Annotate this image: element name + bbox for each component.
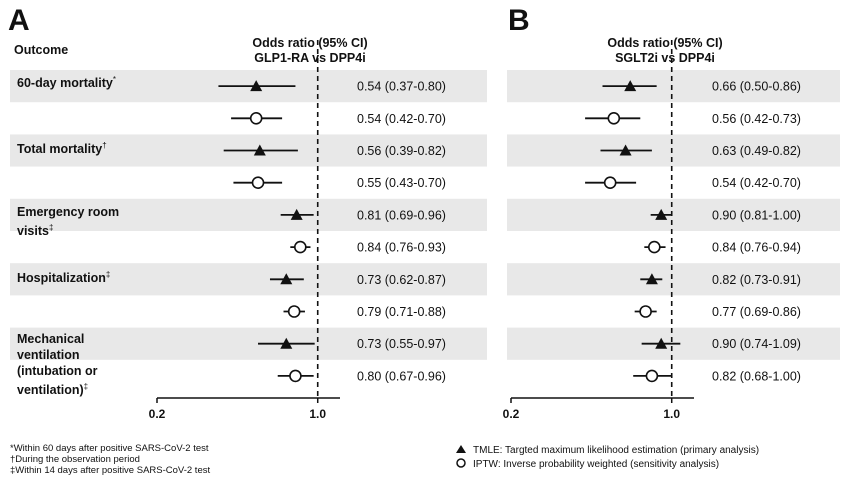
iptw-point: [603, 176, 617, 189]
footnotes: *Within 60 days after positive SARS-CoV-…: [10, 443, 210, 476]
iptw-point: [289, 369, 302, 383]
footnote-mark: *: [112, 75, 116, 84]
panel-a-header-line2: GLP1-RA vs DPP4i: [254, 51, 366, 65]
legend-item-iptw: IPTW: Inverse probability weighted (sens…: [455, 458, 759, 472]
tmle-point: [619, 144, 632, 156]
tmle-point: [655, 337, 668, 349]
row-stripe: [10, 263, 487, 296]
or-value-label: 0.63 (0.49-0.82): [712, 144, 801, 158]
footnote-mark: †: [102, 141, 107, 150]
outcome-emergency-room-visits: Emergency room visits‡: [17, 204, 119, 239]
or-value-label: 0.84 (0.76-0.93): [357, 241, 446, 255]
or-value-label: 0.73 (0.55-0.97): [357, 337, 446, 351]
or-value-label: 0.90 (0.81-1.00): [712, 208, 801, 222]
iptw-point: [287, 305, 301, 318]
outcome-60-day-mortality: 60-day mortality*: [17, 72, 116, 91]
x-tick-label: 0.2: [149, 407, 166, 421]
tmle-point: [624, 80, 637, 92]
tmle-point: [655, 208, 668, 220]
footnote-1: *Within 60 days after positive SARS-CoV-…: [10, 443, 209, 454]
or-value-label: 0.54 (0.42-0.70): [357, 112, 446, 126]
outcome-label: ventilation): [17, 383, 84, 398]
row-stripe: [507, 70, 840, 103]
filled-triangle-icon: [456, 445, 466, 453]
footnote-mark: ‡: [48, 223, 54, 232]
iptw-point: [251, 176, 265, 189]
row-stripe: [507, 198, 840, 231]
legend-text: TMLE: Targted maximum likelihood estimat…: [473, 445, 760, 456]
footnote-mark: ‡: [83, 382, 89, 391]
or-value-label: 0.79 (0.71-0.88): [357, 305, 446, 319]
or-value-label: 0.82 (0.73-0.91): [712, 273, 801, 287]
or-value-label: 0.66 (0.50-0.86): [712, 80, 801, 94]
tmle-point: [253, 144, 266, 156]
iptw-point: [607, 112, 621, 125]
row-stripe: [507, 134, 840, 167]
or-value-label: 0.54 (0.37-0.80): [357, 80, 446, 94]
outcome-label: 60-day mortality: [17, 76, 113, 91]
tmle-point: [280, 273, 293, 285]
or-value-label: 0.81 (0.69-0.96): [357, 208, 446, 222]
x-tick-label: 1.0: [309, 407, 326, 421]
iptw-point: [249, 112, 263, 125]
open-circle-icon: [456, 458, 466, 468]
legend-item-tmle: TMLE: Targted maximum likelihood estimat…: [455, 444, 759, 458]
tmle-point: [290, 208, 303, 220]
x-tick-label: 0.2: [503, 407, 520, 421]
or-value-label: 0.73 (0.62-0.87): [357, 273, 446, 287]
or-value-label: 0.77 (0.69-0.86): [712, 305, 801, 319]
or-value-label: 0.56 (0.42-0.73): [712, 112, 801, 126]
panel-b-header: Odds ratio (95% CI) SGLT2i vs DPP4i: [565, 36, 765, 66]
iptw-point: [639, 305, 652, 318]
outcome-label: Hospitalization: [17, 271, 106, 286]
outcome-header: Outcome: [14, 43, 69, 57]
outcome-label: Mechanical: [17, 332, 85, 346]
footnote-2: †During the observation period: [10, 454, 140, 465]
outcome-label: Total mortality: [17, 142, 103, 157]
outcome-mechanical-ventilation: Mechanical ventilation (intubation or venti…: [17, 331, 98, 398]
or-value-label: 0.55 (0.43-0.70): [357, 176, 446, 190]
panel-a-letter: A: [8, 4, 30, 37]
row-stripe: [10, 327, 487, 360]
iptw-point: [648, 240, 661, 254]
panel-a-header-line1: Odds ratio (95% CI): [252, 36, 368, 50]
or-value-label: 0.90 (0.74-1.09): [712, 337, 801, 351]
tmle-point: [645, 273, 658, 285]
legend-text: IPTW: Inverse probability weighted (sens…: [473, 459, 720, 470]
or-value-label: 0.80 (0.67-0.96): [357, 369, 446, 383]
panel-b-letter: B: [508, 4, 530, 37]
footnote-mark: ‡: [105, 270, 111, 279]
iptw-point: [294, 240, 307, 254]
x-tick-label: 1.0: [663, 407, 680, 421]
legend: TMLE: Targted maximum likelihood estimat…: [455, 444, 759, 472]
or-value-label: 0.56 (0.39-0.82): [357, 144, 446, 158]
footnote-3: ‡Within 14 days after positive SARS-CoV-…: [10, 465, 211, 476]
tmle-point: [280, 337, 293, 349]
outcome-hospitalization: Hospitalization‡: [17, 267, 110, 286]
outcome-label: (intubation or: [17, 364, 98, 378]
iptw-point: [645, 369, 659, 383]
panel-b-header-line2: SGLT2i vs DPP4i: [615, 51, 715, 65]
row-stripe: [10, 198, 487, 231]
tmle-point: [250, 80, 263, 92]
or-value-label: 0.82 (0.68-1.00): [712, 369, 801, 383]
or-value-label: 0.84 (0.76-0.94): [712, 241, 801, 255]
outcome-label: visits: [17, 224, 49, 239]
panel-a-header: Odds ratio (95% CI) GLP1-RA vs DPP4i: [210, 36, 410, 66]
row-stripe: [507, 263, 840, 296]
outcome-total-mortality: Total mortality†: [17, 138, 107, 157]
or-value-label: 0.54 (0.42-0.70): [712, 176, 801, 190]
outcome-label: ventilation: [17, 348, 80, 362]
outcome-label: Emergency room: [17, 205, 120, 219]
forest-plot-a: 0.2 1.0 0.54 (0.37-0.80) 0.54 (0.42-0.70) 0.…: [10, 40, 840, 421]
panel-b-header-line1: Odds ratio (95% CI): [607, 36, 723, 50]
